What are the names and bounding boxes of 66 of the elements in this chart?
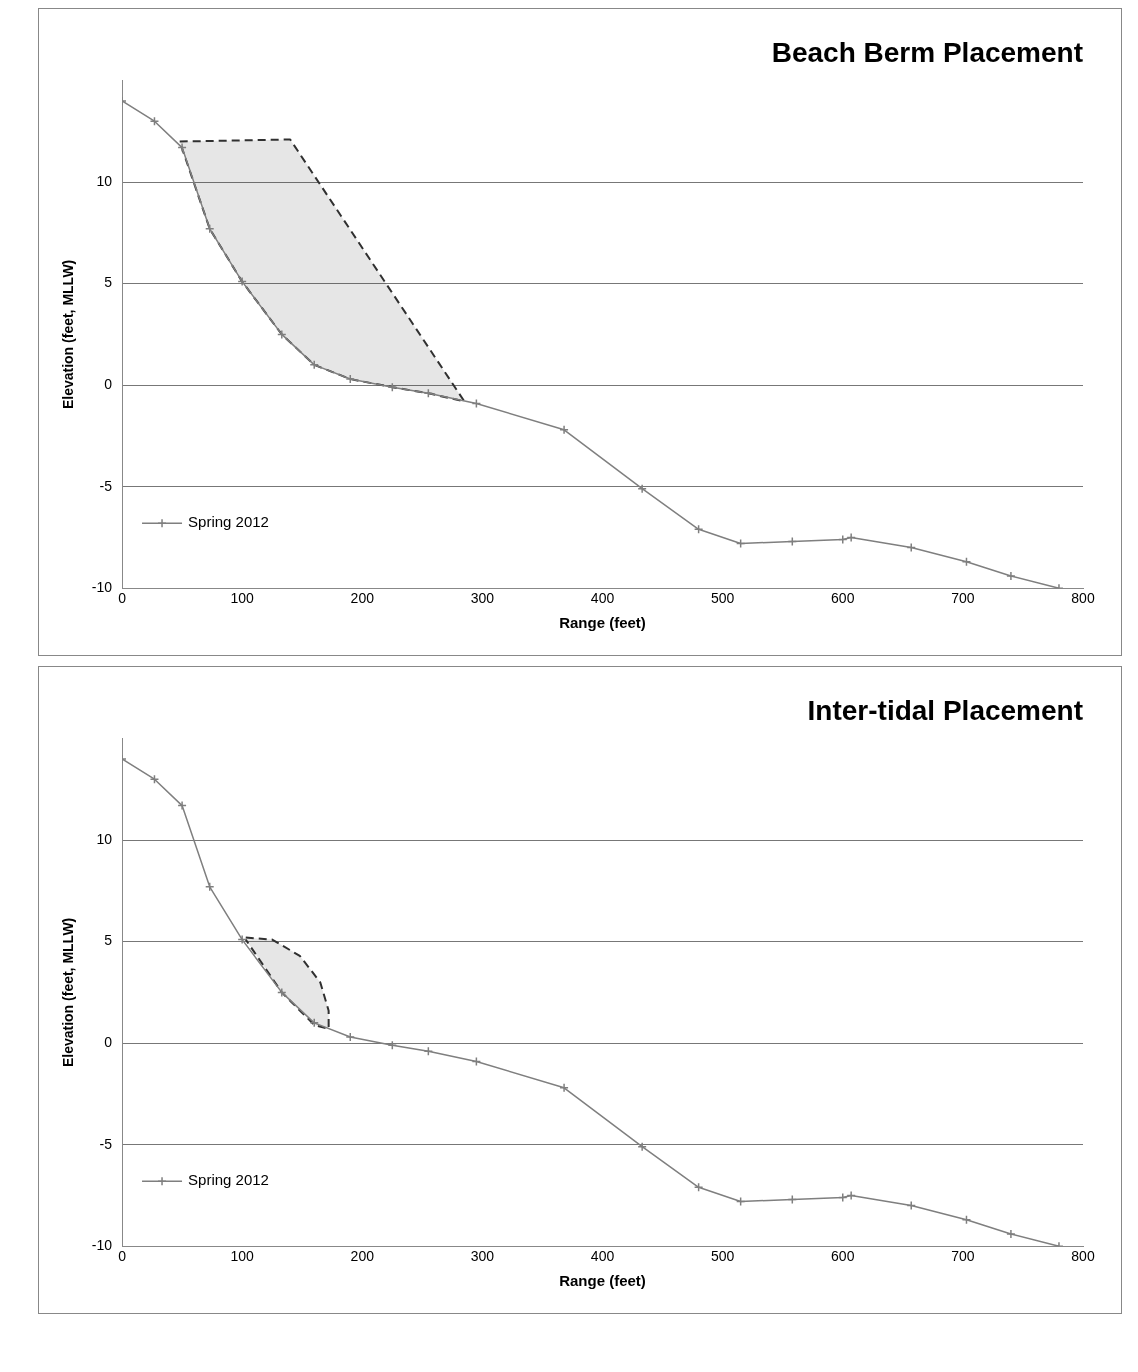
x-tick-label: 100 [230,590,255,607]
chart-title: Beach Berm Placement [771,36,1083,68]
y-tick-label: -10 [91,579,113,596]
legend-label: Spring 2012 [188,513,269,531]
point [309,360,319,370]
point [309,1018,319,1028]
y-tick-label: 0 [104,1034,113,1051]
point [237,276,247,287]
point [1006,571,1016,581]
x-axis-title: Range (feet) [559,614,646,632]
x-tick-label: 0 [118,1248,127,1265]
point [846,1190,856,1201]
point [1006,1229,1016,1239]
x-tick-label: 600 [831,590,855,607]
point [846,532,856,543]
point [345,1032,356,1042]
point [345,374,356,384]
point [961,557,972,567]
x-tick-label: 800 [1071,590,1095,607]
x-tick-label: 300 [470,590,495,607]
point [559,1083,569,1093]
x-tick-label: 500 [710,1248,735,1265]
x-tick-label: 500 [710,590,735,607]
x-tick-label: 800 [1071,1248,1095,1265]
y-tick-label: 0 [104,376,113,393]
x-tick-label: 700 [951,590,975,607]
x-axis-title: Range (feet) [559,1272,646,1290]
x-tick-label: 0 [118,590,127,607]
point [177,142,187,153]
y-axis-title: Elevation (feet, MLLW) [60,917,77,1068]
point [387,382,398,392]
y-tick-label: -5 [99,477,113,494]
point [559,425,569,435]
y-axis-title: Elevation (feet, MLLW) [60,259,77,410]
point [149,774,160,784]
point [277,329,287,340]
point [637,1141,647,1152]
x-tick-label: 200 [350,590,375,607]
x-tick-label: 200 [350,1248,375,1265]
x-tick-label: 700 [951,1248,975,1265]
point [277,987,287,998]
point [906,542,916,553]
point [838,534,848,545]
y-tick-label: 10 [96,830,113,847]
point [177,800,187,811]
point [387,1040,398,1050]
legend-label: Spring 2012 [188,1171,269,1189]
point [204,882,215,892]
y-tick-label: 10 [96,172,113,189]
y-tick-label: 5 [104,932,113,949]
chart-title: Inter-tidal Placement [807,694,1083,726]
point [906,1200,916,1211]
x-tick-label: 600 [831,1248,855,1265]
x-tick-label: 100 [230,1248,255,1265]
point [838,1192,848,1203]
y-tick-label: 5 [104,274,113,291]
x-tick-label: 400 [590,590,615,607]
point [149,116,160,126]
point [237,934,247,945]
x-tick-label: 300 [470,1248,495,1265]
x-tick-label: 400 [590,1248,615,1265]
y-tick-label: -5 [99,1135,113,1152]
point [637,483,647,494]
y-tick-label: -10 [91,1237,113,1254]
point [204,224,215,234]
point [961,1215,972,1225]
